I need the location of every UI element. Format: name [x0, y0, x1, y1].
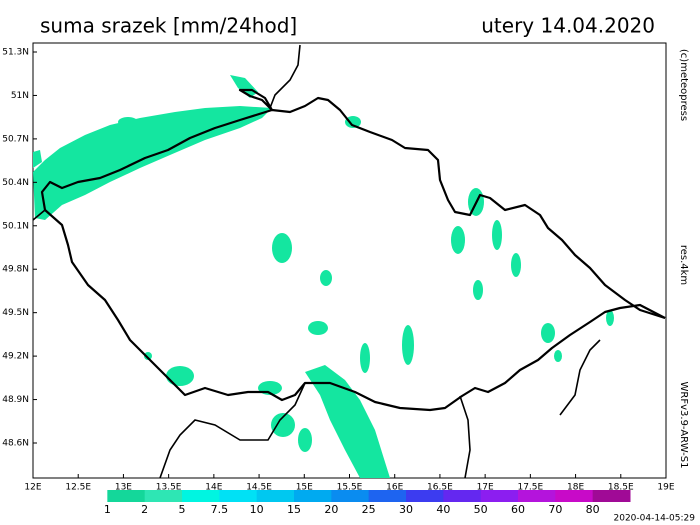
axis-ticks: 51.3N 51N 50.7N 50.4N 50.1N 49.8N 49.5N 49.2N 48… [2, 48, 675, 493]
lat-tick-label: 50.7N [2, 134, 29, 144]
credit-model: WRFv3.9-ARW-S1 [678, 382, 689, 469]
rain-area [33, 106, 272, 220]
lon-tick-label: 17E [477, 483, 494, 493]
colorbar-label: 1 [104, 503, 111, 516]
rain-area [308, 321, 328, 335]
precipitation [33, 75, 614, 478]
rain-area [451, 226, 465, 254]
lon-tick-label: 16.5E [427, 483, 453, 493]
rain-area [272, 233, 292, 263]
colorbar-swatch [70, 490, 108, 502]
lat-tick-label: 49.5N [2, 308, 29, 318]
credit-source: (c)meteopress [678, 49, 689, 121]
colorbar-swatch [331, 490, 370, 502]
rain-area [320, 270, 332, 286]
colorbar-label: 2 [141, 503, 148, 516]
rain-area [345, 116, 361, 128]
border-line [559, 339, 601, 416]
rain-area [144, 352, 152, 360]
colorbar-swatch [592, 490, 631, 502]
rain-area [511, 253, 521, 277]
border-line [44, 209, 666, 412]
lat-tick-label: 50.1N [2, 221, 29, 231]
colorbar-label: 60 [511, 503, 525, 516]
lat-tick-label: 51N [11, 91, 29, 101]
rain-area [360, 343, 370, 373]
lat-tick-label: 51.3N [2, 48, 29, 58]
credit-resolution: res.4km [678, 245, 689, 285]
colorbar: 1 2 5 7.5 10 15 20 25 30 40 50 60 70 80 [70, 490, 631, 516]
rain-area [271, 413, 295, 437]
lon-tick-label: 12E [24, 483, 41, 493]
issued-time: 2020-04-14-05:29 [614, 514, 696, 524]
colorbar-swatch [555, 490, 594, 502]
lon-tick-label: 14E [205, 483, 222, 493]
borders [32, 44, 666, 479]
colorbar-label: 25 [362, 503, 376, 516]
colorbar-swatch [406, 490, 444, 502]
map-date: utery 14.04.2020 [481, 14, 655, 38]
colorbar-label: 7.5 [211, 503, 229, 516]
colorbar-swatch [518, 490, 556, 502]
rain-area [298, 428, 312, 452]
border-line [32, 209, 46, 221]
lon-tick-label: 16E [386, 483, 403, 493]
lon-tick-label: 12.5E [65, 483, 91, 493]
lat-tick-label: 50.4N [2, 178, 29, 188]
rain-area [166, 366, 194, 386]
lon-tick-label: 17.5E [517, 483, 543, 493]
rain-area [554, 350, 562, 362]
lat-tick-label: 49.2N [2, 352, 29, 362]
border-line [40, 88, 666, 320]
colorbar-swatch [256, 490, 295, 502]
rain-area [230, 75, 258, 98]
colorbar-swatch [219, 490, 258, 502]
colorbar-label: 10 [250, 503, 264, 516]
lon-tick-label: 15.5E [337, 483, 363, 493]
colorbar-swatch [368, 490, 407, 502]
rain-area [118, 117, 138, 127]
lat-tick-label: 48.6N [2, 439, 29, 449]
colorbar-swatch [480, 490, 519, 502]
rain-area [402, 325, 414, 365]
lon-tick-label: 19E [657, 483, 674, 493]
colorbar-swatch [182, 490, 220, 502]
lon-tick-label: 18E [567, 483, 584, 493]
border-line [459, 395, 471, 479]
colorbar-swatch [443, 490, 482, 502]
lon-tick-label: 13E [115, 483, 132, 493]
rain-area [33, 150, 42, 168]
lon-tick-label: 13.5E [156, 483, 182, 493]
rain-area [473, 280, 483, 300]
lon-tick-label: 18.5E [608, 483, 634, 493]
colorbar-label: 80 [586, 503, 600, 516]
colorbar-label: 15 [287, 503, 301, 516]
colorbar-label: 20 [324, 503, 338, 516]
lon-tick-label: 15E [296, 483, 313, 493]
colorbar-swatch [294, 490, 332, 502]
map-title: suma srazek [mm/24hod] [40, 14, 297, 38]
rain-area [541, 323, 555, 343]
colorbar-label: 70 [548, 503, 562, 516]
lat-tick-label: 49.8N [2, 265, 29, 275]
colorbar-label: 5 [179, 503, 186, 516]
colorbar-swatch [144, 490, 183, 502]
colorbar-swatch [107, 490, 146, 502]
colorbar-label: 50 [474, 503, 488, 516]
border-line [269, 44, 301, 109]
colorbar-label: 30 [399, 503, 413, 516]
rain-area [492, 220, 502, 250]
lon-tick-label: 14.5E [246, 483, 272, 493]
rain-area [305, 365, 390, 478]
colorbar-label: 40 [436, 503, 450, 516]
rain-area [606, 310, 614, 326]
lat-tick-label: 48.9N [2, 395, 29, 405]
border-line [159, 382, 306, 479]
